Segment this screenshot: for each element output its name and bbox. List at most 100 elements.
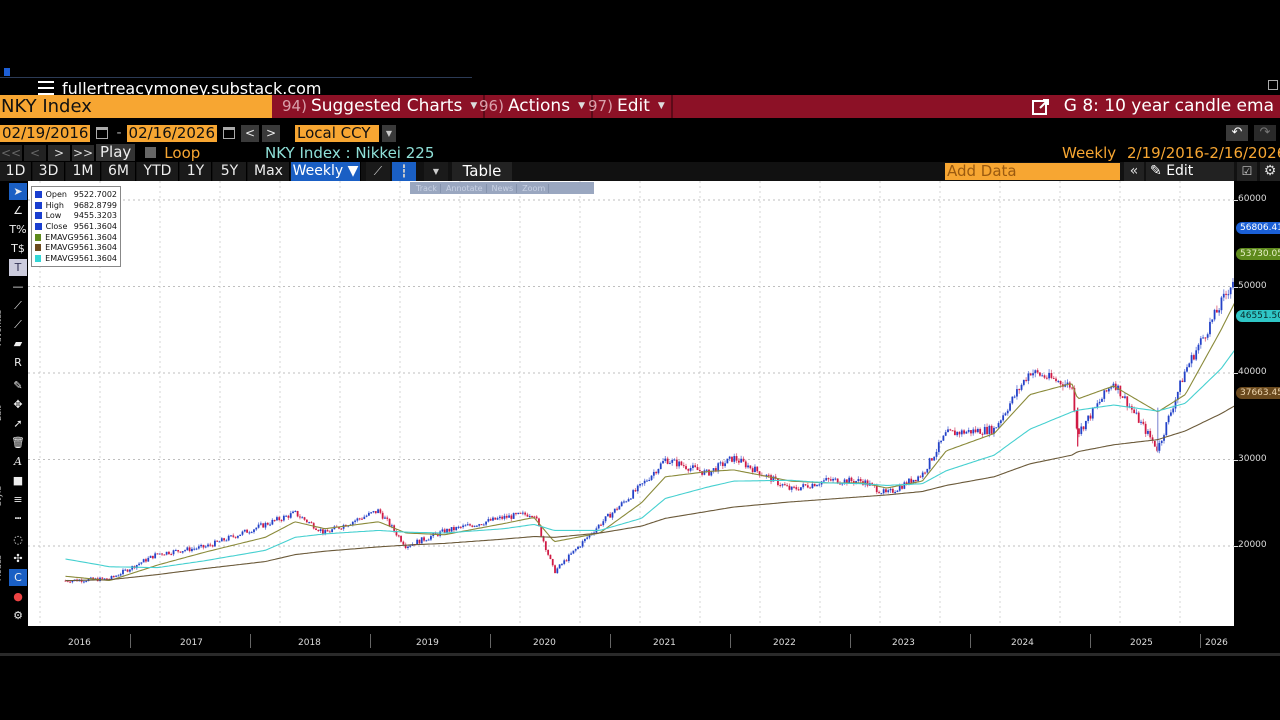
next-period-button[interactable]: > bbox=[262, 124, 280, 142]
horizontal-line-icon[interactable]: — bbox=[12, 280, 24, 293]
line-weight-icon[interactable]: ≡ bbox=[13, 493, 23, 506]
lasso-icon[interactable]: ◌ bbox=[13, 533, 23, 546]
y-axis[interactable]: 20000 30000 40000 50000 60000 56806.410 53730.… bbox=[1234, 181, 1280, 626]
section-edit: Edit bbox=[0, 405, 3, 422]
undo-button[interactable]: ↶ bbox=[1226, 125, 1248, 141]
candle-chart-icon[interactable]: ┇ bbox=[392, 162, 416, 181]
x-tick-label: 2018 bbox=[298, 638, 321, 648]
edit-settings-icon[interactable]: ☑ bbox=[1237, 162, 1257, 181]
start-date-input[interactable]: 02/19/2016 bbox=[0, 123, 91, 142]
end-date-input[interactable]: 02/16/2026 bbox=[126, 123, 217, 142]
chart-plot-area[interactable] bbox=[28, 181, 1260, 626]
chart-scrollbar[interactable] bbox=[0, 653, 1280, 656]
settings-icon[interactable]: ⚙ bbox=[13, 609, 23, 622]
move-icon[interactable]: ✥ bbox=[13, 398, 23, 411]
legend-value: 9561.3604 bbox=[73, 232, 117, 242]
menu-label: Edit bbox=[616, 96, 650, 116]
watermark-text: fullertreacymoney.substack.com bbox=[62, 78, 322, 98]
year-separator bbox=[490, 634, 491, 648]
actions-menu[interactable]: 96) Actions ▼ bbox=[473, 95, 593, 118]
ticker-field[interactable]: NKY Index bbox=[0, 95, 272, 118]
legend-value: 9682.8799 bbox=[73, 200, 117, 210]
x-tick-label: 2023 bbox=[892, 638, 915, 648]
chevron-down-icon[interactable]: ▼ bbox=[382, 124, 396, 142]
legend: Open 9522.7002 High 9682.8799 Low 9455.3203 Cl… bbox=[31, 186, 121, 267]
dollar-tool-icon[interactable]: T$ bbox=[11, 242, 25, 255]
legend-value: 9455.3203 bbox=[73, 211, 117, 221]
x-axis[interactable]: 2016 2017 2018 2019 2020 2021 2022 2023 2024 2025… bbox=[0, 626, 1280, 656]
chart-type-dropdown[interactable]: ▼ bbox=[424, 162, 448, 181]
track-tool[interactable]: Track bbox=[413, 183, 441, 193]
suggested-charts-menu[interactable]: 94) Suggested Charts ▼ bbox=[276, 95, 486, 118]
x-tick-label: 2017 bbox=[180, 638, 203, 648]
zoom-tool[interactable]: Zoom bbox=[519, 183, 550, 193]
resize-icon[interactable] bbox=[1268, 80, 1278, 90]
year-separator bbox=[130, 634, 131, 648]
timeframe-1y[interactable]: 1Y bbox=[180, 162, 212, 181]
legend-item: EMAVG 9561.3604 bbox=[35, 242, 117, 253]
collapse-icon[interactable]: « bbox=[1124, 162, 1144, 181]
trash-icon[interactable]: 🗑 bbox=[11, 436, 25, 449]
date-range-row: 02/19/2016 - 02/16/2026 < > Local CCY ▼ bbox=[0, 124, 396, 142]
gear-icon[interactable]: ⚙ bbox=[1260, 162, 1280, 181]
x-tick-label: 2020 bbox=[533, 638, 556, 648]
line-style-icon[interactable]: ┅ bbox=[14, 512, 22, 525]
news-tool[interactable]: News bbox=[489, 183, 518, 193]
legend-swatch bbox=[35, 254, 42, 262]
pen-icon[interactable]: ✎ bbox=[13, 379, 23, 392]
chart-title[interactable]: G 8: 10 year candle ema bbox=[1031, 95, 1274, 118]
crosshair-icon[interactable]: ✣ bbox=[13, 552, 23, 565]
year-separator bbox=[610, 634, 611, 648]
annotate-tool[interactable]: Annotate bbox=[443, 183, 487, 193]
line-chart-icon[interactable]: ⟋ bbox=[366, 162, 390, 181]
play-button[interactable]: Play bbox=[96, 144, 136, 161]
timeframe-6m[interactable]: 6M bbox=[102, 162, 136, 181]
external-link-icon[interactable] bbox=[1031, 98, 1050, 116]
text-tool-icon[interactable]: T bbox=[9, 259, 27, 276]
timeframe-3d[interactable]: 3D bbox=[33, 162, 65, 181]
price-chart[interactable] bbox=[28, 181, 1260, 626]
pointer-icon[interactable]: ➤ bbox=[9, 183, 27, 200]
table-button[interactable]: Table bbox=[452, 162, 512, 181]
timeframe-ytd[interactable]: YTD bbox=[137, 162, 179, 181]
playback-row: << < > >> Play Loop bbox=[0, 144, 200, 162]
add-data-input[interactable]: Add Data bbox=[945, 163, 1120, 180]
edit-menu[interactable]: 97) Edit ▼ bbox=[582, 95, 673, 118]
edit-chart-button[interactable]: ✎ Edit Chart bbox=[1146, 162, 1234, 198]
redo-button[interactable]: ↷ bbox=[1254, 125, 1276, 141]
timeframe-5y[interactable]: 5Y bbox=[213, 162, 247, 181]
fill-color-icon[interactable]: ■ bbox=[12, 474, 24, 487]
timeframe-max[interactable]: Max bbox=[248, 162, 290, 181]
color-mode-icon[interactable]: ● bbox=[13, 590, 23, 603]
loop-checkbox[interactable] bbox=[145, 147, 157, 158]
command-line[interactable] bbox=[0, 64, 472, 78]
currency-select[interactable]: Local CCY bbox=[295, 124, 379, 142]
range-label: 2/19/2016-2/16/2026 bbox=[1127, 144, 1280, 162]
channel-icon[interactable]: ▰ bbox=[13, 337, 23, 350]
legend-name: Open bbox=[45, 189, 67, 199]
timeframe-1m[interactable]: 1M bbox=[66, 162, 101, 181]
trendline-icon[interactable]: ⟋ bbox=[14, 299, 22, 312]
x-tick-label: 2025 bbox=[1130, 638, 1153, 648]
periodicity-dropdown[interactable]: Weekly ▼ bbox=[291, 162, 361, 181]
rewind-start-button[interactable]: << bbox=[0, 144, 22, 161]
menu-label: Suggested Charts bbox=[310, 96, 463, 116]
timeframe-1d[interactable]: 1D bbox=[0, 162, 32, 181]
calendar-icon[interactable] bbox=[223, 127, 235, 139]
percent-tool-icon[interactable]: T% bbox=[9, 223, 27, 236]
select-add-icon[interactable]: ➚ bbox=[13, 417, 23, 430]
fast-forward-button[interactable]: >> bbox=[72, 144, 94, 161]
draw-line-icon[interactable]: ∠ bbox=[13, 204, 23, 217]
step-forward-button[interactable]: > bbox=[48, 144, 70, 161]
magnet-icon[interactable]: C bbox=[9, 569, 27, 586]
font-icon[interactable]: A bbox=[14, 455, 22, 468]
prev-period-button[interactable]: < bbox=[241, 124, 259, 142]
legend-value: 9561.3604 bbox=[73, 243, 117, 253]
y-tick-label: 60000 bbox=[1234, 194, 1267, 204]
security-title: NKY Index : Nikkei 225 bbox=[265, 144, 435, 162]
calendar-icon[interactable] bbox=[96, 127, 109, 139]
step-back-button[interactable]: < bbox=[24, 144, 46, 161]
ray-icon[interactable]: ⟋ bbox=[14, 318, 22, 331]
retracement-icon[interactable]: R bbox=[14, 356, 22, 369]
legend-item: EMAVG 9561.3604 bbox=[35, 232, 117, 243]
